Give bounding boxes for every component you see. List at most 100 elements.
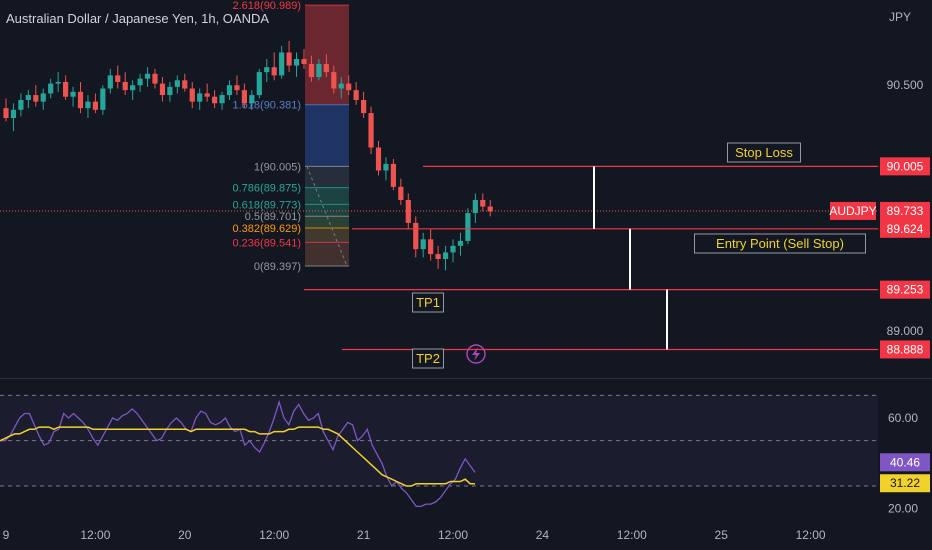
candle-body	[144, 73, 151, 79]
rsi-ma-line	[0, 426, 475, 487]
annotation-entry-point-box	[694, 233, 866, 254]
fib-zone-band	[305, 242, 349, 267]
candle-body	[442, 252, 449, 259]
candle-body	[346, 83, 352, 91]
fib-level-label: 2.618(90.989)	[233, 0, 302, 12]
time-axis-label: 24	[536, 528, 550, 542]
candle-body	[55, 81, 61, 84]
candle-body	[18, 99, 24, 110]
fib-zone-band	[305, 216, 349, 229]
time-axis-label: 25	[715, 528, 729, 542]
fib-zone-band	[305, 104, 349, 167]
time-axis-label: 9	[3, 528, 10, 542]
fib-level-label: 0.5(89.701)	[245, 211, 301, 223]
price-tag-label: 90.005	[887, 159, 924, 173]
fib-zone-band	[305, 204, 349, 217]
candle-body	[375, 147, 382, 171]
candle-body	[428, 239, 434, 255]
candle-body	[279, 52, 285, 76]
candle-body	[10, 109, 17, 119]
price-axis-label: 89.000	[887, 324, 924, 338]
candle-body	[63, 81, 69, 97]
annotation-entry-point: Entry Point (Sell Stop)	[694, 233, 866, 254]
candle-body	[413, 222, 419, 250]
candle-body	[293, 59, 300, 66]
candle-body	[249, 95, 255, 104]
annotation-tp1-text: TP1	[416, 295, 440, 310]
candle-body	[122, 81, 128, 91]
fib-level-label: 0.786(89.875)	[233, 183, 302, 195]
candle-body	[368, 113, 374, 148]
fib-level-label: 0(89.397)	[254, 261, 301, 273]
candle-body	[472, 199, 478, 214]
rsi-value-label: 40.46	[890, 455, 920, 469]
candle-body	[457, 240, 464, 246]
pane-divider[interactable]	[0, 378, 932, 379]
candle-body	[3, 108, 9, 119]
time-axis-label: 21	[357, 528, 371, 542]
symbol-title: Australian Dollar / Japanese Yen, 1h, OA…	[6, 11, 269, 26]
rsi-axis-label: 60.00	[888, 411, 918, 425]
price-tag-box	[880, 340, 930, 359]
time-axis-label: 20	[178, 528, 192, 542]
time-axis-label: 12:00	[617, 528, 647, 542]
candle-body	[465, 213, 471, 241]
candle-body	[204, 93, 210, 97]
candle-body	[219, 95, 225, 104]
candle-body	[234, 85, 240, 91]
price-tag-box	[880, 157, 930, 176]
candle-body	[241, 90, 247, 104]
price-axis-label: 90.500	[887, 78, 924, 92]
price-tag-box	[880, 219, 930, 238]
candle-body	[197, 93, 203, 102]
annotation-stop-loss: Stop Loss	[727, 142, 801, 163]
annotation-tp1: TP1	[412, 292, 444, 313]
symbol-title-text: Australian Dollar / Japanese Yen, 1h, OA…	[6, 11, 270, 26]
candle-body	[383, 163, 389, 171]
candle-body	[100, 88, 106, 110]
symbol-tag-label: AUDJPY	[829, 204, 876, 218]
candle-body	[159, 83, 166, 96]
candle-body	[48, 83, 54, 94]
candle-body	[115, 75, 121, 82]
time-axis-label: 12:00	[259, 528, 289, 542]
annotation-tp2-box	[412, 348, 444, 369]
rsi-axis-label: 20.00	[888, 502, 918, 516]
candle-body	[92, 101, 98, 110]
annotation-stop-loss-text: Stop Loss	[735, 145, 793, 160]
price-tag-label: 88.888	[887, 342, 924, 356]
rsi-line	[0, 399, 476, 508]
price-tag-label: 89.733	[887, 204, 924, 218]
candle-body	[338, 83, 344, 89]
candle-body	[189, 88, 195, 102]
candle-body	[361, 99, 367, 114]
candle-body	[323, 63, 329, 73]
candle-body	[435, 254, 441, 259]
rsi-value-tag	[880, 453, 930, 472]
annotation-entry-point-text: Entry Point (Sell Stop)	[716, 236, 844, 251]
candle-body	[301, 59, 307, 64]
candle-body	[25, 95, 31, 100]
annotation-tp2-text: TP2	[416, 351, 440, 366]
candle-body	[33, 95, 39, 102]
candle-body	[107, 75, 113, 89]
time-axis-label: 12:00	[80, 528, 110, 542]
candle-body	[256, 72, 262, 96]
fib-zone-band	[305, 228, 349, 243]
annotation-tp1-box	[412, 292, 444, 313]
price-tag-box	[880, 201, 930, 220]
candle-body	[487, 206, 493, 212]
candle-body	[316, 63, 322, 78]
candle-body	[398, 186, 404, 200]
price-tag-label: 89.624	[887, 222, 924, 236]
time-axis-label: 12:00	[796, 528, 826, 542]
candle-body	[70, 91, 76, 97]
candle-body	[130, 85, 136, 91]
price-tag-box	[880, 280, 930, 299]
rsi-ma-tag	[880, 474, 930, 493]
lightning-bolt-icon	[472, 347, 480, 361]
candle-body	[271, 67, 277, 76]
fib-zone-band	[305, 187, 349, 205]
candle-body	[308, 63, 315, 78]
